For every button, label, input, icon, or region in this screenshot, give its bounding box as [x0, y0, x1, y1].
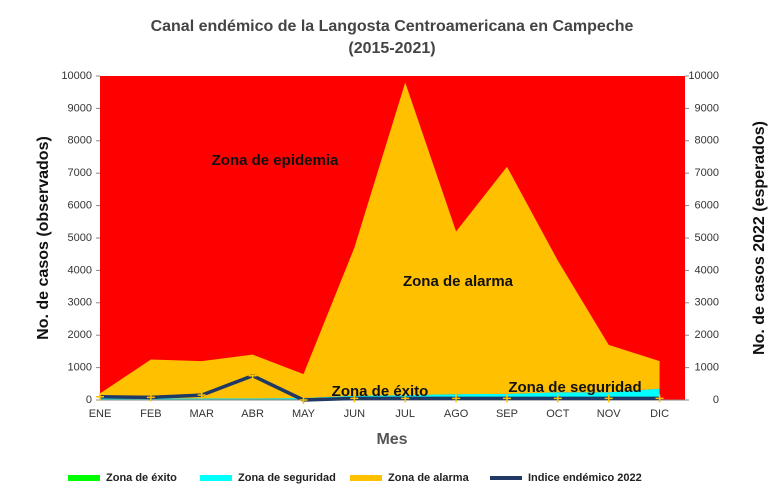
x-tick-label: JUN [344, 408, 365, 420]
line-marker [197, 391, 206, 400]
legend-label: Zona de éxito [106, 472, 177, 484]
y2-tick-label: 9000 [695, 102, 719, 114]
line-marker [604, 394, 613, 403]
annotation: Zona de seguridad [508, 379, 641, 396]
line-marker [502, 394, 511, 403]
x-tick-label: ENE [89, 408, 112, 420]
x-tick-label: MAY [292, 408, 316, 420]
y2-tick-label: 4000 [695, 264, 719, 276]
y-tick-label: 9000 [68, 102, 92, 114]
area [100, 82, 660, 399]
x-tick-label: SEP [496, 408, 518, 420]
y2-tick-label: 8000 [695, 135, 719, 147]
y-tick-label: 5000 [68, 232, 92, 244]
y-tick-label: 4000 [68, 264, 92, 276]
line-marker [96, 392, 104, 401]
y2-tick-label: 0 [713, 394, 719, 406]
y2-tick-label: 6000 [695, 200, 719, 212]
line-marker [248, 371, 257, 380]
annotation: Zona de alarma [403, 273, 514, 290]
y2-tick-label: 5000 [695, 232, 719, 244]
line-marker [299, 396, 308, 404]
x-axis-label: Mes [376, 431, 407, 448]
y-tick-label: 2000 [68, 329, 92, 341]
legend-label: Indice endémico 2022 [528, 472, 642, 484]
x-tick-label: ABR [241, 408, 264, 420]
y-tick-label: 0 [86, 394, 92, 406]
x-tick-label: NOV [597, 408, 622, 420]
chart-title: Canal endémico de la Langosta Centroamer… [151, 18, 634, 35]
legend-label: Zona de seguridad [238, 472, 336, 484]
x-tick-label: JUL [395, 408, 415, 420]
x-tick-label: OCT [546, 408, 570, 420]
y-tick-label: 6000 [68, 200, 92, 212]
y-tick-label: 3000 [68, 297, 92, 309]
y2-tick-label: 7000 [695, 167, 719, 179]
y2-tick-label: 10000 [688, 70, 719, 82]
y-tick-label: 8000 [68, 135, 92, 147]
line-marker [655, 394, 664, 403]
x-tick-label: AGO [444, 408, 469, 420]
y-axis-label: No. de casos (observados) [35, 136, 52, 340]
line-marker [350, 394, 359, 403]
x-tick-label: FEB [140, 408, 161, 420]
y2-tick-label: 2000 [695, 329, 719, 341]
line-marker [401, 394, 410, 403]
line-marker [452, 394, 461, 403]
y2-tick-label: 1000 [695, 362, 719, 374]
line [99, 373, 660, 402]
legend-swatch [68, 475, 100, 481]
annotation: Zona de epidemia [212, 152, 339, 169]
line-marker [146, 393, 155, 402]
y-tick-label: 10000 [61, 70, 92, 82]
y2-axis-label: No. de casos 2022 (esperados) [751, 121, 768, 355]
x-tick-label: MAR [190, 408, 215, 420]
chart-subtitle: (2015-2021) [348, 40, 435, 57]
y2-tick-label: 3000 [695, 297, 719, 309]
y-tick-label: 7000 [68, 167, 92, 179]
legend-swatch [350, 475, 382, 481]
legend-swatch [200, 475, 232, 481]
annotation: Zona de éxito [332, 383, 429, 400]
legend-label: Zona de alarma [388, 472, 470, 484]
line-marker [553, 394, 562, 403]
x-tick-label: DIC [650, 408, 669, 420]
y-tick-label: 1000 [68, 362, 92, 374]
